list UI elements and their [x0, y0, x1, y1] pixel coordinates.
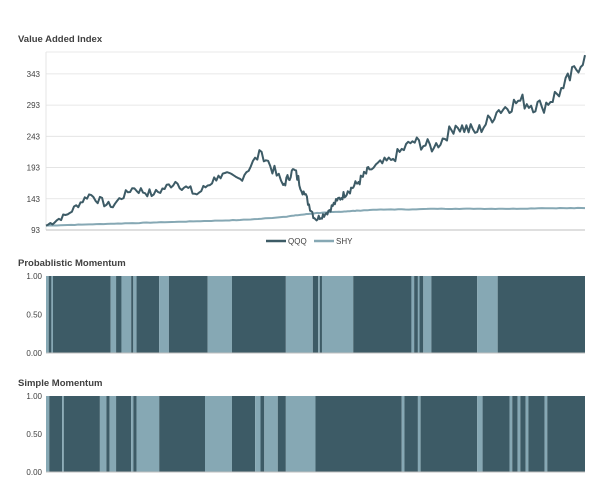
simple-band-shy [509, 396, 513, 472]
probablistic-momentum-panel: Probablistic Momentum 0.00 0.50 1.00 [18, 258, 585, 358]
probablistic-band-qqq [168, 276, 208, 353]
probablistic-band-shy [207, 276, 232, 353]
simple-band-shy [285, 396, 316, 472]
probablistic-band-qqq [312, 276, 319, 353]
simple-band-qqq [260, 396, 265, 472]
simple-band-qqq [404, 396, 418, 472]
probablistic-band-qqq [116, 276, 122, 353]
simple-band-shy [131, 396, 134, 472]
probablistic-band-shy [51, 276, 54, 353]
simple-band-shy [477, 396, 483, 472]
chart-title-probablistic-momentum: Probablistic Momentum [18, 258, 126, 269]
probablistic-band-qqq [419, 276, 424, 353]
chart-title-simple-momentum: Simple Momentum [18, 378, 102, 389]
probablistic-band-shy [318, 276, 320, 353]
probablistic-band-shy [417, 276, 420, 353]
simple-band-shy [544, 396, 548, 472]
y-tick-label: 0.00 [26, 468, 42, 477]
simple-band-shy [99, 396, 107, 472]
simple-band-qqq [133, 396, 137, 472]
y-tick-label: 93 [31, 226, 40, 235]
series-line-qqq [45, 54, 586, 227]
legend-label-shy: SHY [336, 237, 353, 246]
simple-band-shy [62, 396, 64, 472]
y-tick-label: 243 [27, 132, 41, 141]
simple-band-qqq [512, 396, 518, 472]
y-tick-label: 0.50 [26, 430, 42, 439]
simple-band-qqq [63, 396, 100, 472]
y-tick-labels: 93 143 193 243 293 343 [27, 70, 41, 235]
simple-band-shy [109, 396, 117, 472]
probablistic-band-qqq [497, 276, 585, 353]
value-added-index-panel: Value Added Index 93 143 193 243 293 343 QQQ … [18, 34, 586, 246]
probablistic-band-shy [477, 276, 498, 353]
probablistic-band-qqq [414, 276, 418, 353]
allocation-bands [46, 276, 585, 354]
simple-band-qqq [277, 396, 286, 472]
probablistic-band-qqq [53, 276, 111, 353]
simple-band-qqq [231, 396, 256, 472]
y-tick-labels: 0.00 0.50 1.00 [26, 392, 42, 477]
y-tick-labels: 0.00 0.50 1.00 [26, 272, 42, 358]
series-lines [45, 54, 586, 227]
y-tick-label: 293 [27, 101, 41, 110]
simple-band-qqq [116, 396, 132, 472]
y-tick-label: 1.00 [26, 392, 42, 401]
y-tick-label: 343 [27, 70, 41, 79]
probablistic-band-qqq [431, 276, 478, 353]
y-tick-label: 0.50 [26, 311, 42, 320]
probablistic-band-qqq [131, 276, 134, 353]
simple-band-qqq [159, 396, 205, 472]
simple-band-shy [46, 396, 50, 472]
simple-band-qqq [520, 396, 526, 472]
simple-band-shy [517, 396, 521, 472]
probablistic-band-shy [423, 276, 432, 353]
probablistic-band-shy [411, 276, 415, 353]
probablistic-band-shy [110, 276, 117, 353]
simple-band-shy [525, 396, 529, 472]
y-tick-label: 193 [27, 164, 41, 173]
simple-band-shy [401, 396, 405, 472]
probablistic-band-shy [121, 276, 132, 353]
simple-momentum-panel: Simple Momentum 0.00 0.50 1.00 [18, 378, 585, 477]
y-tick-label: 143 [27, 195, 41, 204]
simple-band-shy [136, 396, 160, 472]
probablistic-band-shy [321, 276, 354, 353]
simple-band-qqq [315, 396, 402, 472]
probablistic-band-qqq [319, 276, 322, 353]
simple-band-qqq [528, 396, 545, 472]
simple-band-shy [417, 396, 421, 472]
probablistic-band-shy [46, 276, 49, 353]
probablistic-band-shy [285, 276, 313, 353]
legend-label-qqq: QQQ [288, 237, 307, 246]
simple-band-shy [255, 396, 261, 472]
legend: QQQ SHY [266, 237, 353, 246]
simple-band-shy [205, 396, 232, 472]
simple-band-shy [264, 396, 278, 472]
simple-band-qqq [482, 396, 510, 472]
allocation-bands [46, 396, 585, 473]
simple-band-qqq [106, 396, 110, 472]
y-tick-label: 1.00 [26, 272, 42, 281]
y-tick-label: 0.00 [26, 349, 42, 358]
simple-band-qqq [547, 396, 585, 472]
probablistic-band-qqq [48, 276, 52, 353]
y-gridlines [45, 51, 585, 230]
probablistic-band-shy [159, 276, 169, 353]
probablistic-band-qqq [231, 276, 286, 353]
simple-band-qqq [420, 396, 478, 472]
simple-band-qqq [49, 396, 63, 472]
probablistic-band-qqq [353, 276, 412, 353]
probablistic-band-qqq [136, 276, 160, 353]
chart-title-value-added-index: Value Added Index [18, 34, 103, 45]
series-line-shy [45, 206, 586, 227]
probablistic-band-shy [133, 276, 137, 353]
